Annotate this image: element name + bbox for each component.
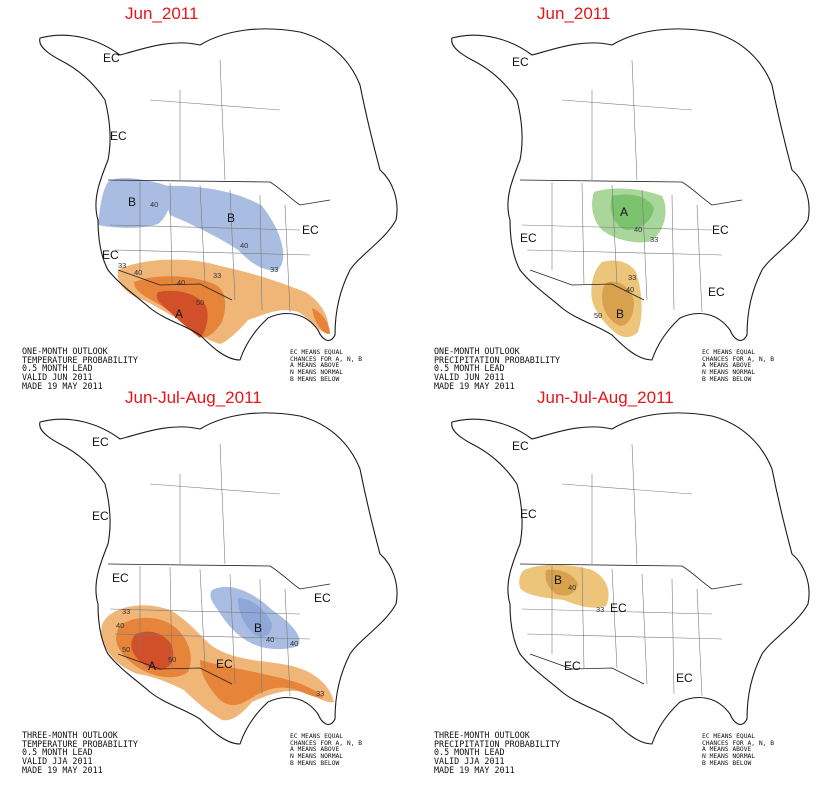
outlook-caption: ONE-MONTH OUTLOOK PRECIPITATION PROBABILI…: [434, 346, 561, 391]
precipitation-three-month-map: EC EC EC EC EC B 40 33: [451, 412, 810, 745]
north-america-outline: [39, 28, 398, 361]
contour-6: 33: [213, 271, 221, 280]
label-ec-northeast: EC: [314, 591, 331, 605]
panel-title: Jun-Jul-Aug_2011: [125, 388, 262, 407]
state-province-lines: [521, 59, 723, 313]
label-below-great-lakes: B: [254, 621, 262, 635]
contour-3: 33: [118, 261, 126, 270]
label-ec-southeast: EC: [708, 285, 725, 299]
below-normal-precip-mid: [602, 281, 634, 326]
label-ec-east: EC: [712, 223, 729, 237]
label-ec-southeast: EC: [676, 671, 693, 685]
precipitation-one-month-map: EC EC EC EC A B 40 33 33 40 50: [451, 28, 810, 361]
contour-5: 40: [134, 268, 142, 277]
contour-5: 40: [266, 635, 274, 644]
north-america-outline: [451, 412, 810, 745]
label-above-southwest: A: [148, 659, 156, 673]
label-ec-northwest: EC: [112, 571, 129, 585]
contour-4: 33: [270, 265, 278, 274]
label-ec-bc: EC: [92, 509, 109, 523]
label-ec-bc: EC: [110, 129, 127, 143]
label-ec-alaska: EC: [512, 439, 529, 453]
panel-title: Jun-Jul-Aug_2011: [537, 388, 674, 407]
panel-title: Jun_2011: [537, 4, 611, 23]
label-ec-california: EC: [102, 248, 119, 262]
contour-3: 33: [628, 273, 636, 282]
contour-7: 40: [177, 278, 185, 287]
outlook-caption: ONE-MONTH OUTLOOK TEMPERATURE PROBABILITY…: [22, 346, 138, 391]
contour-2: 40: [116, 621, 124, 630]
label-below-northwest: B: [554, 573, 562, 587]
contour-6: 40: [290, 639, 298, 648]
below-normal-precip-mid: [545, 569, 578, 596]
panel-title: Jun_2011: [125, 4, 199, 23]
label-below-plains: B: [227, 211, 235, 225]
temperature-one-month-map: EC EC EC EC B B A 40 40 33 33 40 33 40 5…: [39, 28, 398, 361]
label-below-texas: B: [616, 307, 624, 321]
label-ec-alaska: EC: [92, 435, 109, 449]
label-ec-alaska: EC: [512, 55, 529, 69]
contour-2: 40: [240, 241, 248, 250]
label-ec-midwest: EC: [610, 601, 627, 615]
label-ec-east: EC: [302, 223, 319, 237]
us-mexico-border: [117, 269, 233, 301]
below-normal-area-west: [98, 178, 172, 228]
above-normal-area-dark: [156, 290, 208, 338]
below-normal-area-mid: [238, 598, 272, 637]
us-canada-border: [519, 179, 743, 206]
contour-4: 50: [168, 655, 176, 664]
state-province-lines: [109, 59, 311, 313]
north-america-outline: [39, 412, 398, 745]
temperature-one-month-panel: EC EC EC EC B B A 40 40 33 33 40 33 40 5…: [0, 0, 412, 390]
us-canada-border: [519, 563, 743, 590]
us-mexico-border: [117, 653, 233, 685]
north-america-outline: [451, 28, 810, 361]
contour-1: 33: [122, 607, 130, 616]
label-ec-west: EC: [520, 231, 537, 245]
label-ec-bc: EC: [520, 507, 537, 521]
us-mexico-border: [529, 653, 645, 685]
precipitation-one-month-panel: EC EC EC EC A B 40 33 33 40 50 Jun_2011 …: [412, 0, 824, 390]
outlook-caption: THREE-MONTH OUTLOOK TEMPERATURE PROBABILI…: [22, 730, 138, 775]
contour-1: 40: [634, 225, 642, 234]
contour-1: 40: [150, 200, 158, 209]
contour-1: 40: [568, 583, 576, 592]
state-province-lines: [109, 443, 311, 697]
label-above-midwest: A: [620, 205, 628, 219]
state-province-lines: [521, 443, 723, 697]
contour-5: 50: [594, 311, 602, 320]
label-ec-alaska: EC: [103, 51, 120, 65]
label-below-west: B: [128, 195, 136, 209]
label-above-south: A: [175, 307, 183, 321]
us-canada-border: [107, 563, 331, 590]
above-normal-area-dark: [131, 631, 174, 670]
label-ec-central: EC: [216, 657, 233, 671]
temperature-three-month-panel: EC EC EC EC EC B A 33 40 50 50 40 40 33 …: [0, 384, 412, 774]
contour-7: 33: [316, 689, 324, 698]
temperature-three-month-map: EC EC EC EC EC B A 33 40 50 50 40 40 33: [39, 412, 398, 745]
contour-8: 50: [196, 298, 204, 307]
above-normal-area-florida: [312, 308, 330, 334]
contour-3: 50: [122, 645, 130, 654]
outlook-caption: THREE-MONTH OUTLOOK PRECIPITATION PROBABI…: [434, 730, 561, 775]
contour-2: 33: [596, 605, 604, 614]
contour-2: 33: [650, 235, 658, 244]
contour-4: 40: [626, 285, 634, 294]
precipitation-three-month-panel: EC EC EC EC EC B 40 33 Jun-Jul-Aug_2011 …: [412, 384, 824, 774]
us-mexico-border: [529, 269, 645, 301]
us-canada-border: [107, 179, 331, 206]
label-ec-southwest: EC: [564, 659, 581, 673]
